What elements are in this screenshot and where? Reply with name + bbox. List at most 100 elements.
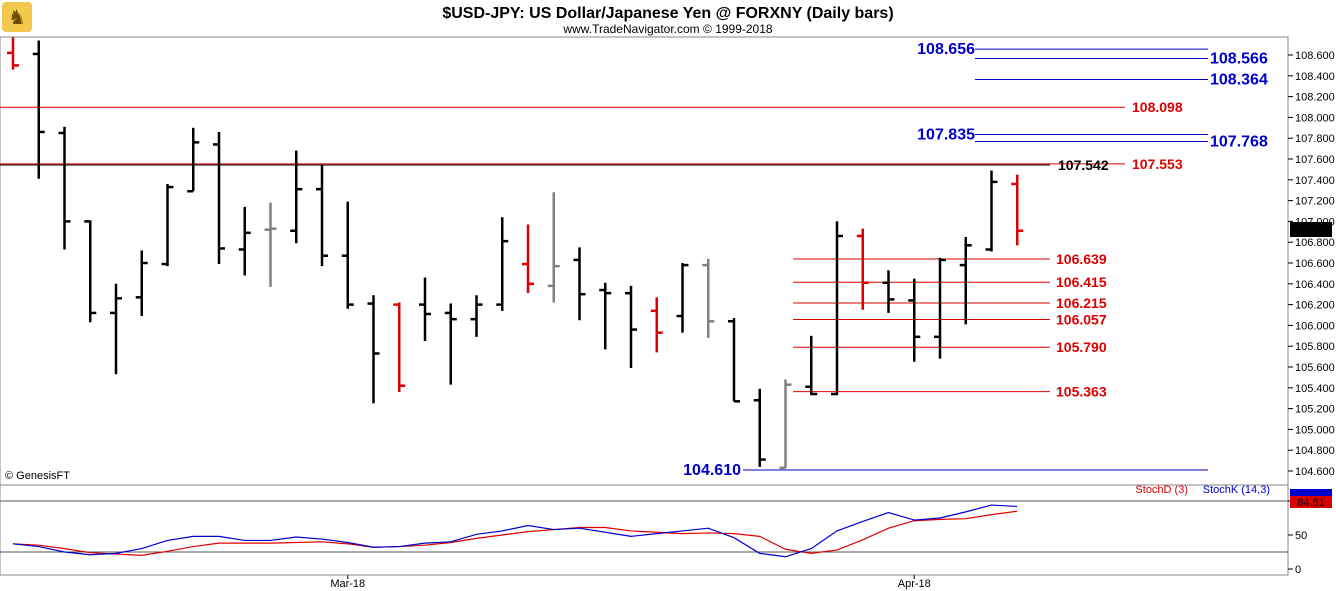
level-label: 107.542 — [1058, 157, 1109, 173]
stoch-tick-label: 0 — [1295, 564, 1301, 576]
ohlc-bar — [84, 220, 97, 323]
ohlc-bar — [573, 247, 586, 321]
price-tick-label: 105.400 — [1295, 383, 1335, 395]
chart-title: $USD-JPY: US Dollar/Japanese Yen @ FORXN… — [442, 5, 893, 22]
last-price-label: 106.910 — [1291, 224, 1331, 236]
ohlc-bar — [7, 37, 19, 70]
logo-icon: ♞ — [2, 2, 32, 32]
chart-subtitle: www.TradeNavigator.com © 1999-2018 — [562, 22, 772, 36]
ohlc-bar — [702, 258, 715, 338]
level-label: 108.566 — [1210, 51, 1268, 68]
ohlc-bar — [805, 335, 818, 396]
price-tick-label: 104.600 — [1295, 466, 1335, 478]
date-axis: Mar-18 Apr-18 — [330, 575, 931, 590]
ohlc-bar — [135, 250, 148, 317]
stoch-k-line — [12, 504, 1018, 558]
ohlc-bar — [625, 285, 637, 369]
ohlc-bar — [934, 257, 946, 359]
price-tick-label: 107.800 — [1295, 133, 1335, 145]
level-label: 106.415 — [1056, 274, 1107, 290]
ohlc-bar — [341, 201, 354, 309]
ohlc-bar — [470, 295, 483, 337]
level-label: 107.835 — [917, 127, 975, 144]
ohlc-bar — [650, 297, 663, 353]
ohlc-bar — [779, 379, 792, 470]
svg-text:♞: ♞ — [8, 5, 26, 29]
ohlc-bar — [238, 206, 251, 276]
price-bars — [7, 37, 1024, 470]
price-tick-label: 107.600 — [1295, 154, 1335, 166]
ohlc-bar — [419, 277, 431, 341]
ohlc-bar — [1011, 174, 1024, 246]
price-tick-label: 106.800 — [1295, 237, 1335, 249]
ohlc-bar — [187, 127, 200, 193]
ohlc-bar — [882, 270, 895, 313]
price-tick-label: 105.600 — [1295, 362, 1335, 374]
ohlc-bar — [58, 126, 71, 250]
stochastic-panel — [0, 484, 1289, 576]
price-tick-label: 106.600 — [1295, 258, 1335, 270]
price-tick-label: 105.000 — [1295, 424, 1335, 436]
price-tick-label: 108.400 — [1295, 71, 1335, 83]
ohlc-bar — [161, 183, 174, 267]
price-tick-label: 106.400 — [1295, 279, 1335, 291]
ohlc-bar — [547, 192, 560, 303]
stochastic-lines — [12, 504, 1018, 558]
level-label: 106.639 — [1056, 251, 1107, 267]
levels: 108.656 108.566 108.364 108.098 107.835 107.7… — [0, 41, 1268, 479]
price-tick-label: 107.400 — [1295, 175, 1335, 187]
level-label: 108.364 — [1210, 72, 1268, 89]
ohlc-bar — [522, 224, 534, 294]
ohlc-bar — [676, 263, 689, 333]
legend-stoch-d: StochD (3) — [1135, 484, 1188, 496]
level-label: 105.363 — [1056, 384, 1107, 400]
price-tick-label: 105.200 — [1295, 404, 1335, 416]
date-tick-label: Apr-18 — [898, 578, 931, 590]
price-tick-label: 106.200 — [1295, 300, 1335, 312]
level-label: 108.098 — [1132, 99, 1183, 115]
ohlc-bar — [728, 318, 740, 403]
ohlc-bar — [444, 303, 457, 385]
ohlc-bar — [496, 217, 509, 311]
level-label: 106.215 — [1056, 295, 1107, 311]
stoch-last-value: 84.61 — [1297, 497, 1325, 509]
level-label: 104.610 — [683, 462, 741, 479]
price-panel — [0, 36, 1289, 486]
last-price-badge — [1290, 222, 1332, 237]
title-bar — [0, 0, 1336, 37]
ohlc-bar — [959, 237, 972, 325]
price-axis: 108.600 108.400 108.200 108.000 107.800 107.6… — [1288, 50, 1335, 478]
price-tick-label: 107.200 — [1295, 196, 1335, 208]
price-tick-label: 108.600 — [1295, 50, 1335, 62]
level-label: 106.057 — [1056, 311, 1107, 327]
stoch-d-line — [12, 510, 1018, 557]
level-label: 107.768 — [1210, 134, 1268, 151]
watermark-text: © GenesisFT — [5, 470, 70, 482]
ohlc-bar — [290, 150, 303, 244]
stoch-k-badge — [1290, 489, 1332, 496]
ohlc-bar — [985, 170, 998, 252]
ohlc-bar — [213, 131, 225, 265]
legend-stoch-k: StochK (14,3) — [1203, 484, 1270, 496]
ohlc-bar — [599, 282, 612, 350]
ohlc-bar — [753, 388, 766, 467]
level-label: 108.656 — [917, 41, 975, 58]
date-tick-label: Mar-18 — [330, 578, 365, 590]
ohlc-bar — [367, 295, 380, 404]
ohlc-bar — [32, 40, 45, 179]
stoch-tick-label: 50 — [1295, 530, 1307, 542]
ohlc-bar — [393, 302, 406, 392]
stoch-d-badge — [1290, 496, 1332, 508]
level-label: 107.553 — [1132, 156, 1183, 172]
ohlc-bar — [856, 228, 869, 310]
ohlc-bar — [110, 283, 122, 375]
level-label: 105.790 — [1056, 339, 1107, 355]
ohlc-bar — [831, 221, 843, 396]
price-tick-label: 105.800 — [1295, 341, 1335, 353]
ohlc-bar — [316, 165, 328, 267]
price-tick-label: 106.000 — [1295, 320, 1335, 332]
price-tick-label: 104.800 — [1295, 445, 1335, 457]
price-tick-label: 108.000 — [1295, 112, 1335, 124]
ohlc-bar — [908, 278, 921, 362]
